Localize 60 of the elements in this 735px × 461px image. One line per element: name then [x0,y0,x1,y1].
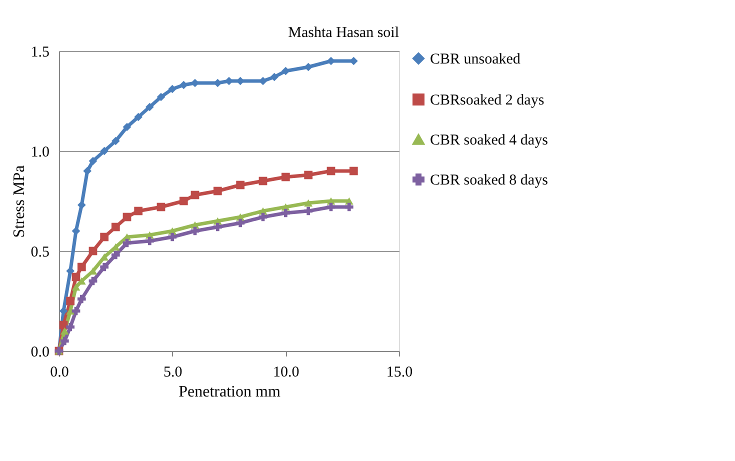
y-tick-label: 0.5 [30,244,50,260]
x-tick-label: 15.0 [386,364,413,380]
point [213,222,222,232]
legend-label: CBR soaked 8 days [430,172,548,188]
point [258,176,268,186]
point [304,206,313,216]
point [100,146,109,156]
chart-title: Mashta Hasan soil [288,25,399,41]
legend-label: CBR soaked 4 days [430,132,548,148]
point [111,136,120,146]
point [88,156,98,166]
point [281,66,290,76]
point [60,336,69,346]
point [66,296,75,306]
point [304,170,313,180]
point [326,166,336,176]
x-tick-label: 0.0 [50,364,69,380]
point [77,294,86,304]
point [236,218,245,228]
point [60,327,69,335]
point [145,236,154,246]
point [168,232,177,242]
point [190,190,200,200]
y-tick-label: 1.5 [30,44,50,60]
y-tick-label: 0.0 [30,344,50,360]
point [134,206,143,216]
point [134,112,143,122]
point [179,80,188,90]
y-axis-title: Stress MPa [10,165,28,238]
point [236,180,245,190]
point [72,283,80,291]
point [88,246,98,256]
y-tick-label: 1.0 [30,144,50,160]
point [179,196,188,206]
point [270,72,279,82]
point [156,202,166,212]
point [349,166,358,176]
point [100,262,109,272]
x-axis-title: Penetration mm [178,384,281,400]
point [66,322,75,332]
point [156,92,166,102]
point [111,222,120,232]
point [281,208,290,218]
point [213,186,222,196]
point [344,202,354,212]
legend-label: CBR unsoaked [430,52,521,68]
point [281,172,290,182]
x-tick-label: 10.0 [273,364,300,380]
point [145,102,154,112]
point [111,250,120,260]
point [122,122,132,132]
point [304,62,313,72]
point [77,262,86,272]
point [122,212,132,222]
x-tick-label: 5.0 [163,364,182,380]
point [72,272,80,282]
point [168,84,177,94]
legend-label: CBRsoaked 2 days [430,92,544,108]
point [304,199,313,207]
point [100,232,109,242]
